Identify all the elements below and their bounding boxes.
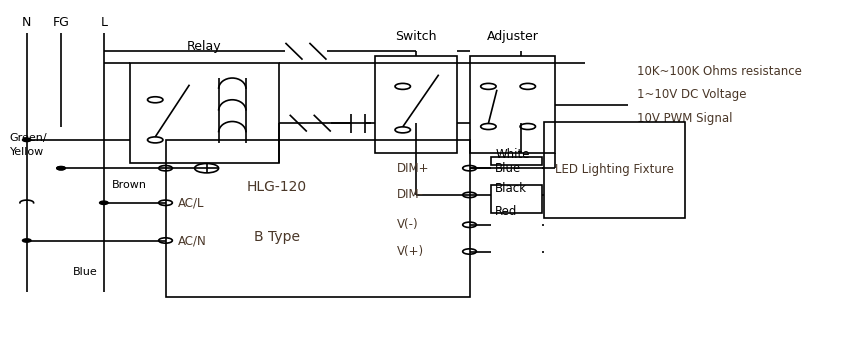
Text: AC/L: AC/L [178,196,205,209]
Text: DIM+: DIM+ [396,162,429,175]
Circle shape [57,167,65,170]
Text: Green/: Green/ [9,133,47,143]
Text: 10V PWM Signal: 10V PWM Signal [635,112,731,125]
Bar [375,56,456,153]
Bar [469,56,554,153]
Text: White: White [495,149,530,162]
Text: Red: Red [495,205,517,218]
Text: L: L [100,16,108,29]
Text: V(-): V(-) [396,218,418,231]
Text: V(+): V(+) [396,245,424,258]
Text: N: N [22,16,31,29]
Text: LED Lighting Fixture: LED Lighting Fixture [554,164,673,176]
Text: HLG-120: HLG-120 [246,180,307,194]
Text: Blue: Blue [495,162,521,175]
Text: Switch: Switch [394,30,436,43]
Text: DIM-: DIM- [396,188,424,201]
Circle shape [22,239,31,242]
Text: 10K~100K Ohms resistance: 10K~100K Ohms resistance [635,65,801,78]
Text: Brown: Brown [111,180,146,190]
Bar [491,185,542,214]
Text: Blue: Blue [73,267,97,277]
Circle shape [22,138,31,141]
Bar [543,121,684,219]
Text: Relay: Relay [187,40,221,53]
Circle shape [57,167,65,170]
Text: Adjuster: Adjuster [486,30,537,43]
Text: B Type: B Type [253,230,300,244]
Text: 1~10V DC Voltage: 1~10V DC Voltage [635,88,745,101]
Text: Black: Black [495,182,527,195]
Bar [129,63,279,163]
Circle shape [99,201,108,204]
Text: AC/N: AC/N [178,234,207,247]
Text: Yellow: Yellow [9,147,44,157]
Bar [165,140,469,297]
Text: FG: FG [53,16,70,29]
Bar [491,157,542,165]
